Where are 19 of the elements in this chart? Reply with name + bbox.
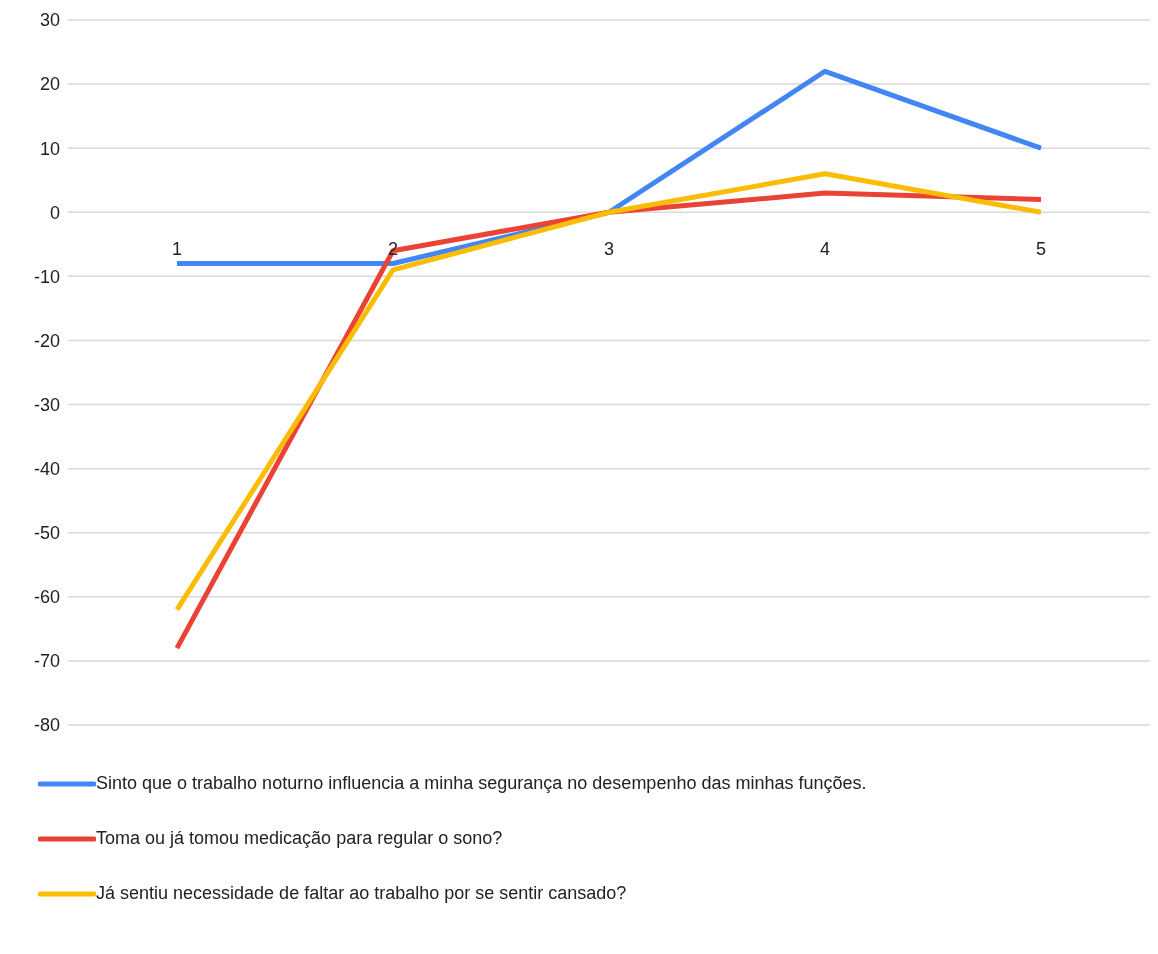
x-tick-label: 5 [1035,238,1047,259]
y-tick-label: -50 [33,523,60,544]
y-tick-label: 20 [39,74,60,95]
x-tick-label: 1 [171,238,183,259]
x-tick-label: 3 [603,238,615,259]
y-tick-label: -20 [33,330,60,351]
y-tick-label: -60 [33,587,60,608]
legend-label: Toma ou já tomou medicação para regular o sono? [96,828,503,849]
y-tick-label: -80 [33,715,60,736]
y-tick-label: -40 [33,459,60,480]
legend-label: Sinto que o trabalho noturno influencia a minha segurança no desempenho das minhas funções. [96,773,867,794]
y-tick-label: -10 [33,266,60,287]
y-tick-label: 0 [49,202,60,223]
y-tick-label: 30 [39,10,60,31]
y-tick-label: 10 [39,138,60,159]
legend-label: Já sentiu necessidade de faltar ao trabalho por se sentir cansado? [96,883,627,904]
x-tick-label: 4 [819,238,831,259]
y-tick-label: -70 [33,651,60,672]
y-tick-label: -30 [33,394,60,415]
